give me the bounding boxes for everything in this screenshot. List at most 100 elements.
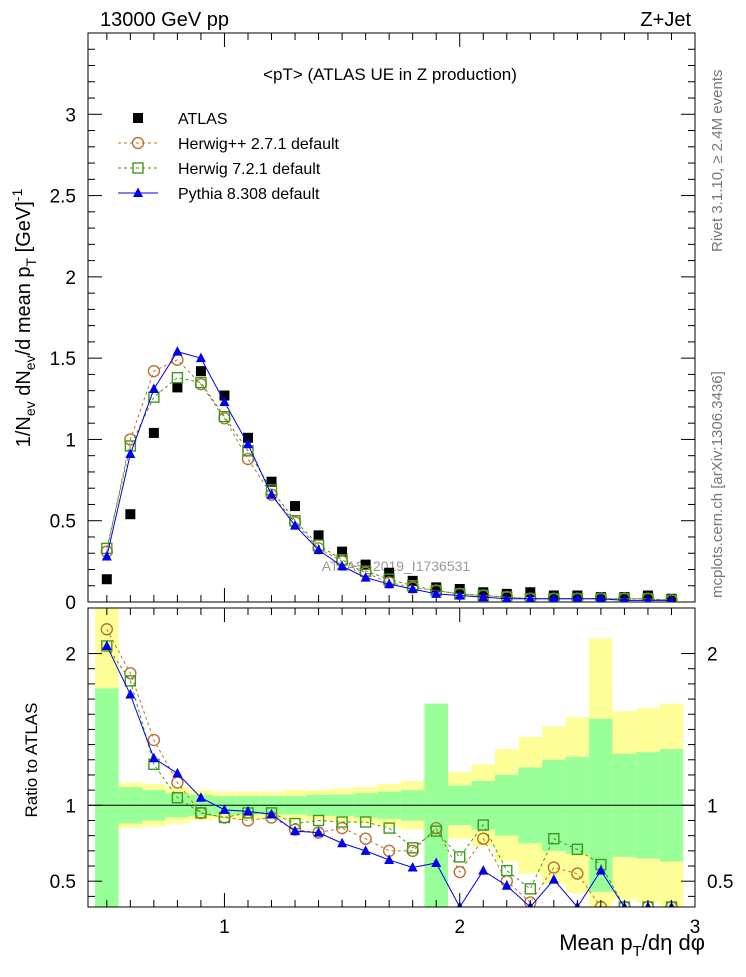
ratio-point-herwig-7-2-1-default xyxy=(477,819,489,831)
main-point-pythia-8-308-default xyxy=(148,383,159,394)
ratio-point-herwig-7-2-1-default xyxy=(454,851,466,863)
main-point-pythia-8-308-default xyxy=(242,438,253,449)
ratio-y-axis-label: Ratio to ATLAS xyxy=(22,703,41,818)
main-point-pythia-8-308-default xyxy=(219,396,230,407)
main-point-pythia-8-308-default xyxy=(620,594,629,602)
main-y-tick-label: 1 xyxy=(65,430,76,451)
ratio-point-pythia-8-308-default xyxy=(501,880,512,890)
legend-entry-label: ATLAS xyxy=(178,111,228,128)
main-point-atlas xyxy=(101,574,112,585)
ratio-point-pythia-8-308-default xyxy=(595,865,606,875)
main-point-pythia-8-308-default xyxy=(360,572,371,582)
main-point-atlas xyxy=(148,427,159,438)
legend-marker xyxy=(132,162,144,174)
main-point-pythia-8-308-default xyxy=(454,589,465,600)
ratio-point-pythia-8-308-default xyxy=(290,825,301,836)
ratio-point-pythia-8-308-default xyxy=(384,854,395,864)
main-point-atlas xyxy=(266,476,277,487)
main-point-atlas xyxy=(337,546,348,557)
main-point-pythia-8-308-default xyxy=(266,489,277,499)
x-axis-label: Mean pT/dη dφ xyxy=(559,930,705,960)
ratio-point-herwig-7-2-1-default xyxy=(501,864,513,877)
main-line-herwig-2-7-1-default xyxy=(106,359,672,601)
x-tick-label: 1 xyxy=(219,917,230,938)
ratio-point-pythia-8-308-default xyxy=(548,874,559,884)
ratio-point-pythia-8-308-default xyxy=(407,862,418,872)
mcplots-label: mcplots.cern.ch [arXiv:1306.3436] xyxy=(709,371,726,598)
ratio-point-herwig-7-2-1-default xyxy=(336,816,348,828)
main-series-layer xyxy=(100,346,678,602)
ratio-point-pythia-8-308-default xyxy=(195,792,206,802)
ratio-line-herwig-7-2-1-default xyxy=(106,645,672,907)
legend-marker xyxy=(131,136,145,150)
main-point-pythia-8-308-default xyxy=(101,550,112,561)
ratio-point-herwig-7-2-1-default xyxy=(195,807,207,819)
ratio-point-herwig-7-2-1-default xyxy=(171,792,184,804)
x-tick-label: 3 xyxy=(690,917,701,938)
main-point-pythia-8-308-default xyxy=(667,594,676,602)
main-point-pythia-8-308-default xyxy=(502,593,512,602)
ratio-panel: 0.5 0.5 1 1 2 2 1 2 3 Ratio to ATLAS Mean pT/dη… xyxy=(22,607,733,960)
main-point-atlas xyxy=(313,530,324,541)
main-point-herwig-7-2-1-default xyxy=(501,591,513,602)
ratio-panel-frame xyxy=(87,607,696,908)
main-point-pythia-8-308-default xyxy=(290,520,301,530)
main-y-tick-label: 0.5 xyxy=(50,512,76,533)
legend-entry-label: Herwig++ 2.7.1 default xyxy=(178,136,340,153)
ratio-point-herwig-7-2-1-default xyxy=(383,822,395,834)
legend-entry-label: Pythia 8.308 default xyxy=(178,186,320,203)
ratio-point-herwig-2-7-1-default xyxy=(335,821,349,835)
main-y-tick-label: 2.5 xyxy=(50,187,76,208)
ratio-point-pythia-8-308-default xyxy=(360,845,371,855)
ratio-point-herwig-2-7-1-default xyxy=(571,867,584,880)
ratio-x-axis: 1 2 3 xyxy=(106,608,701,938)
ratio-point-herwig-7-2-1-default xyxy=(524,883,537,895)
main-point-pythia-8-308-default xyxy=(478,591,489,602)
ratio-point-pythia-8-308-default xyxy=(125,689,136,699)
main-point-pythia-8-308-default xyxy=(525,593,535,602)
ratio-y-tick-label-right: 2 xyxy=(707,645,718,666)
ratio-uncertainty-bands xyxy=(95,608,684,907)
ratio-point-pythia-8-308-default xyxy=(478,865,489,875)
ratio-point-pythia-8-308-default xyxy=(219,804,230,814)
main-point-atlas xyxy=(242,432,253,443)
ratio-point-herwig-7-2-1-default xyxy=(571,843,584,856)
main-point-pythia-8-308-default xyxy=(549,593,559,602)
ratio-y-axis: 0.5 0.5 1 1 2 2 xyxy=(50,645,733,897)
main-point-herwig-2-7-1-default xyxy=(241,452,255,466)
main-y-tick-label: 2 xyxy=(65,268,76,289)
ratio-y-tick-label-right: 0.5 xyxy=(707,872,733,893)
main-point-atlas xyxy=(172,382,183,393)
legend: ATLAS Herwig++ 2.7.1 default Herwig 7.2.1 … xyxy=(118,111,340,203)
main-panel: <pT> (ATLAS UE in Z production) ATLAS_20… xyxy=(9,32,696,614)
main-point-atlas xyxy=(290,501,301,512)
main-point-atlas xyxy=(195,366,206,377)
main-point-pythia-8-308-default xyxy=(125,448,136,459)
ratio-point-herwig-2-7-1-default xyxy=(477,832,490,845)
main-point-herwig-7-2-1-default xyxy=(642,593,654,602)
ratio-point-pythia-8-308-default xyxy=(172,767,183,778)
main-point-herwig-7-2-1-default xyxy=(218,410,231,423)
analysis-watermark: ATLAS_2019_I1736531 xyxy=(322,558,471,574)
ratio-point-pythia-8-308-default xyxy=(313,827,324,837)
main-point-pythia-8-308-default xyxy=(195,352,206,363)
main-y-tick-label: 3 xyxy=(65,105,76,126)
main-y-tick-label: 1.5 xyxy=(50,349,76,370)
main-point-pythia-8-308-default xyxy=(431,588,442,598)
main-point-pythia-8-308-default xyxy=(337,560,348,571)
ratio-point-pythia-8-308-default xyxy=(148,752,159,763)
ratio-y-tick-label: 0.5 xyxy=(50,872,76,893)
legend-entry-label: Herwig 7.2.1 default xyxy=(178,161,321,178)
main-point-pythia-8-308-default xyxy=(172,346,183,356)
ratio-point-herwig-7-2-1-default xyxy=(359,816,372,828)
main-y-axis-label: 1/Nev dNev/d mean pT [GeV]-1 xyxy=(9,189,39,448)
main-panel-frame xyxy=(87,32,696,603)
ratio-point-herwig-2-7-1-default xyxy=(547,861,561,874)
main-point-herwig-2-7-1-default xyxy=(147,364,161,378)
main-point-atlas xyxy=(431,582,442,593)
rivet-version-label: Rivet 3.1.10, ≥ 2.4M events xyxy=(709,70,726,253)
ratio-point-pythia-8-308-default xyxy=(431,857,442,867)
ratio-y-tick-label: 1 xyxy=(65,796,76,817)
